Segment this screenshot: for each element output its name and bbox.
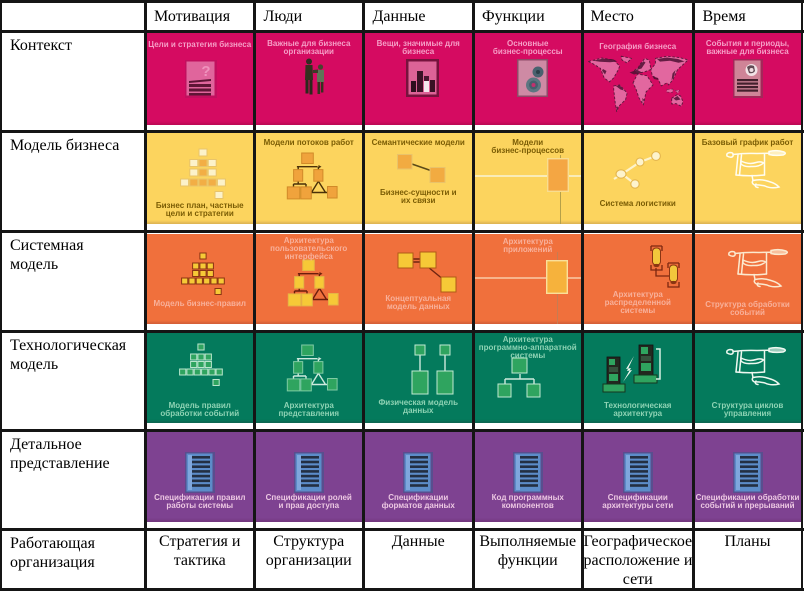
svg-text:?: ? — [201, 63, 210, 80]
